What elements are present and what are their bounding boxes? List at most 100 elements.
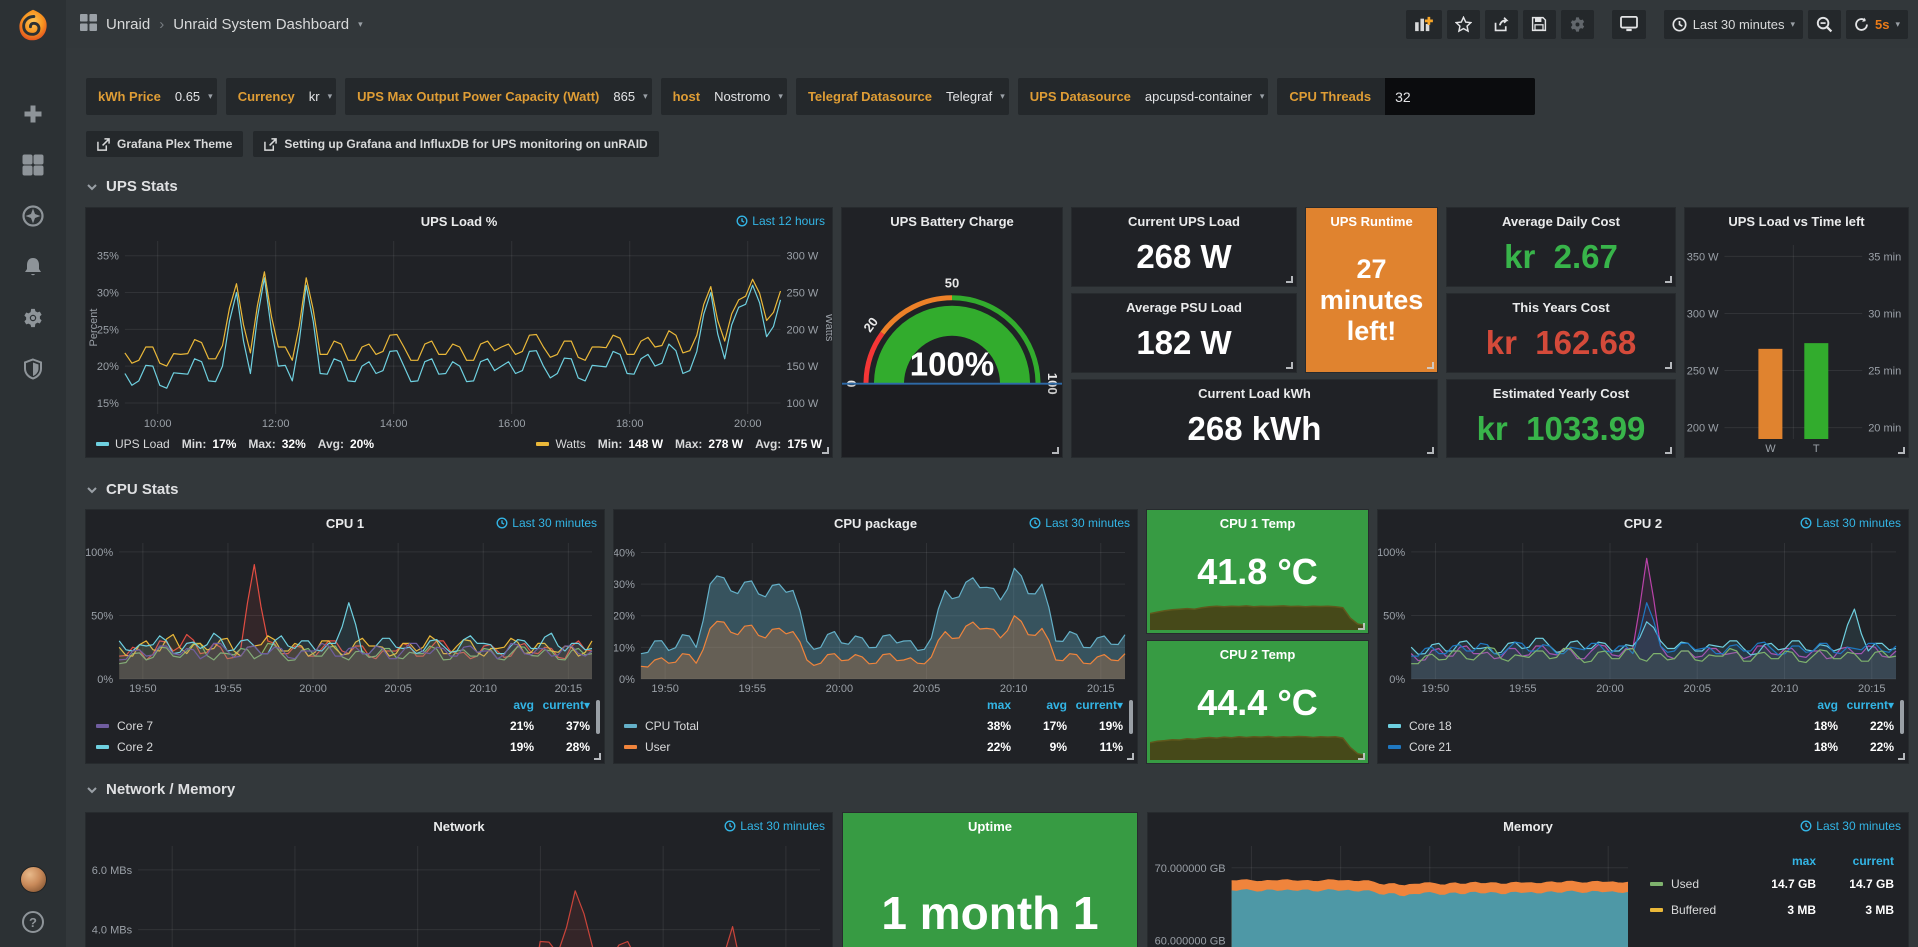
panel-resize-handle[interactable] (1665, 447, 1672, 454)
panel-resize-handle[interactable] (1286, 276, 1293, 283)
panel-title[interactable]: Average PSU Load (1126, 300, 1242, 315)
legend-header-current[interactable]: current▾ (542, 698, 590, 712)
panel-title[interactable]: Current Load kWh (1198, 386, 1311, 401)
panel-resize-handle[interactable] (1052, 447, 1059, 454)
dashboard-settings-button[interactable] (1560, 9, 1594, 39)
zoom-out-button[interactable] (1808, 9, 1841, 39)
panel-resize-handle[interactable] (1286, 362, 1293, 369)
sidebar-item-explore[interactable] (21, 204, 45, 228)
variable-ups-max-output[interactable]: UPS Max Output Power Capacity (Watt) 865… (345, 78, 652, 115)
legend-series-name[interactable]: UPS Load (115, 437, 170, 451)
dashboard-link-plex-theme[interactable]: Grafana Plex Theme (86, 131, 244, 157)
star-button[interactable] (1446, 9, 1480, 39)
refresh-interval-label[interactable]: 5s (1875, 16, 1890, 32)
panel-title[interactable]: Current UPS Load (1128, 214, 1240, 229)
panel-title[interactable]: Network (433, 819, 485, 834)
variable-ups-datasource[interactable]: UPS Datasource apcupsd-container ▾ (1017, 78, 1269, 115)
sidebar-item-dashboards[interactable] (21, 153, 45, 177)
sidebar-item-server-admin[interactable] (21, 357, 45, 381)
share-button[interactable] (1484, 9, 1518, 39)
legend-header-max[interactable]: max (1791, 854, 1816, 868)
cpu2-chart[interactable]: 100% 50% 0% 19:50 19:55 20:00 20:05 20:10 20:15 (1377, 537, 1908, 696)
time-range-link[interactable]: Last 30 minutes (1800, 516, 1901, 530)
variable-value[interactable]: Telegraf (945, 89, 993, 104)
panel-resize-handle[interactable] (1427, 447, 1434, 454)
grafana-logo[interactable] (0, 0, 66, 50)
panel-resize-handle[interactable] (594, 753, 601, 760)
time-range-link[interactable]: Last 30 minutes (1800, 819, 1901, 833)
panel-title[interactable]: UPS Runtime (1330, 214, 1413, 229)
time-range-link[interactable]: Last 30 minutes (496, 516, 597, 530)
legend-header-avg[interactable]: avg (513, 698, 534, 712)
section-header-ups-stats[interactable]: UPS Stats (86, 178, 1908, 195)
panel-title[interactable]: Uptime (967, 819, 1013, 834)
legend-scrollbar[interactable] (1129, 700, 1133, 734)
time-range-link[interactable]: Last 30 minutes (724, 819, 825, 833)
panel-resize-handle[interactable] (1898, 447, 1905, 454)
dashboard-title[interactable]: Unraid System Dashboard (173, 15, 350, 33)
breadcrumb-team[interactable]: Unraid (106, 15, 151, 33)
legend-header-current[interactable]: current▾ (1075, 698, 1123, 712)
legend-header-avg[interactable]: avg (1817, 698, 1838, 712)
panel-title[interactable]: UPS Battery Charge (890, 214, 1014, 229)
variable-value[interactable]: kr (308, 89, 320, 104)
panel-resize-handle[interactable] (822, 447, 829, 454)
dashboard-link-ups-monitoring[interactable]: Setting up Grafana and InfluxDB for UPS … (253, 131, 659, 157)
sidebar-item-create[interactable] (21, 102, 45, 126)
time-range-link[interactable]: Last 30 minutes (1029, 516, 1130, 530)
legend-scrollbar[interactable] (1900, 700, 1904, 734)
load-vs-time-chart[interactable]: 350 W 300 W 250 W 200 W 35 min 30 min 25 min 20… (1685, 235, 1908, 457)
sidebar-item-alerting[interactable] (21, 255, 45, 279)
legend-header-avg[interactable]: avg (1046, 698, 1067, 712)
cpu-threads-input[interactable] (1385, 78, 1536, 115)
panel-resize-handle[interactable] (1665, 362, 1672, 369)
legend-swatch[interactable] (96, 442, 109, 446)
panel-resize-handle[interactable] (1898, 753, 1905, 760)
variable-value[interactable]: 865 (613, 89, 636, 104)
cpu-package-chart[interactable]: 40% 30% 20% 10% 0% 19:50 19:55 20:00 20:05 20:10 2… (613, 537, 1137, 696)
panel-title[interactable]: Estimated Yearly Cost (1492, 386, 1630, 401)
panel-title[interactable]: CPU 2 (1623, 516, 1663, 531)
panel-resize-handle[interactable] (1358, 623, 1365, 630)
cpu1-chart[interactable]: 100% 50% 0% 19:50 19:55 20:00 20:05 20:10 20:15 (85, 537, 604, 696)
panel-title[interactable]: CPU package (833, 516, 918, 531)
panel-title[interactable]: CPU 1 (325, 516, 365, 531)
section-header-network-memory[interactable]: Network / Memory (86, 781, 1908, 798)
variable-currency[interactable]: Currency kr ▾ (225, 78, 337, 115)
chevron-down-icon[interactable]: ▾ (1895, 18, 1900, 29)
cycle-view-button[interactable] (1611, 9, 1646, 39)
panel-title[interactable]: UPS Load % (420, 214, 498, 229)
panel-title[interactable]: Memory (1503, 819, 1553, 834)
dashboard-picker-icon[interactable] (80, 13, 97, 35)
help-icon[interactable]: ? (22, 911, 44, 933)
time-range-button[interactable]: Last 30 minutes ▾ (1663, 9, 1803, 39)
panel-resize-handle[interactable] (1427, 362, 1434, 369)
panel-title[interactable]: This Years Cost (1512, 300, 1610, 315)
panel-title[interactable]: Average Daily Cost (1501, 214, 1620, 229)
variable-host[interactable]: host Nostromo ▾ (660, 78, 787, 115)
panel-title[interactable]: UPS Load vs Time left (1728, 214, 1865, 229)
refresh-button[interactable]: 5s ▾ (1846, 9, 1908, 39)
legend-scrollbar[interactable] (596, 700, 600, 734)
variable-kwh-price[interactable]: kWh Price 0.65 ▾ (86, 78, 217, 115)
user-avatar[interactable] (19, 866, 47, 893)
legend-header-current[interactable]: current (1852, 854, 1894, 868)
panel-title[interactable]: CPU 1 Temp (1219, 516, 1296, 531)
panel-resize-handle[interactable] (1665, 276, 1672, 283)
ups-load-chart[interactable]: 35% 30% 25% 20% 15% 300 W 250 W 200 W 150 W 100 W… (86, 235, 835, 431)
add-panel-button[interactable] (1405, 9, 1442, 39)
save-button[interactable] (1522, 9, 1556, 39)
section-header-cpu-stats[interactable]: CPU Stats (86, 481, 1908, 498)
legend-header-current[interactable]: current▾ (1846, 698, 1894, 712)
legend-swatch[interactable] (536, 442, 550, 446)
panel-resize-handle[interactable] (1127, 753, 1134, 760)
panel-resize-handle[interactable] (1358, 753, 1365, 760)
chevron-down-icon[interactable]: ▾ (358, 18, 363, 29)
legend-header-max[interactable]: max (986, 698, 1011, 712)
legend-series-name[interactable]: Watts (555, 437, 586, 451)
time-range-link[interactable]: Last 12 hours (736, 214, 825, 228)
panel-title[interactable]: CPU 2 Temp (1219, 647, 1296, 662)
variable-telegraf-datasource[interactable]: Telegraf Datasource Telegraf ▾ (795, 78, 1009, 115)
